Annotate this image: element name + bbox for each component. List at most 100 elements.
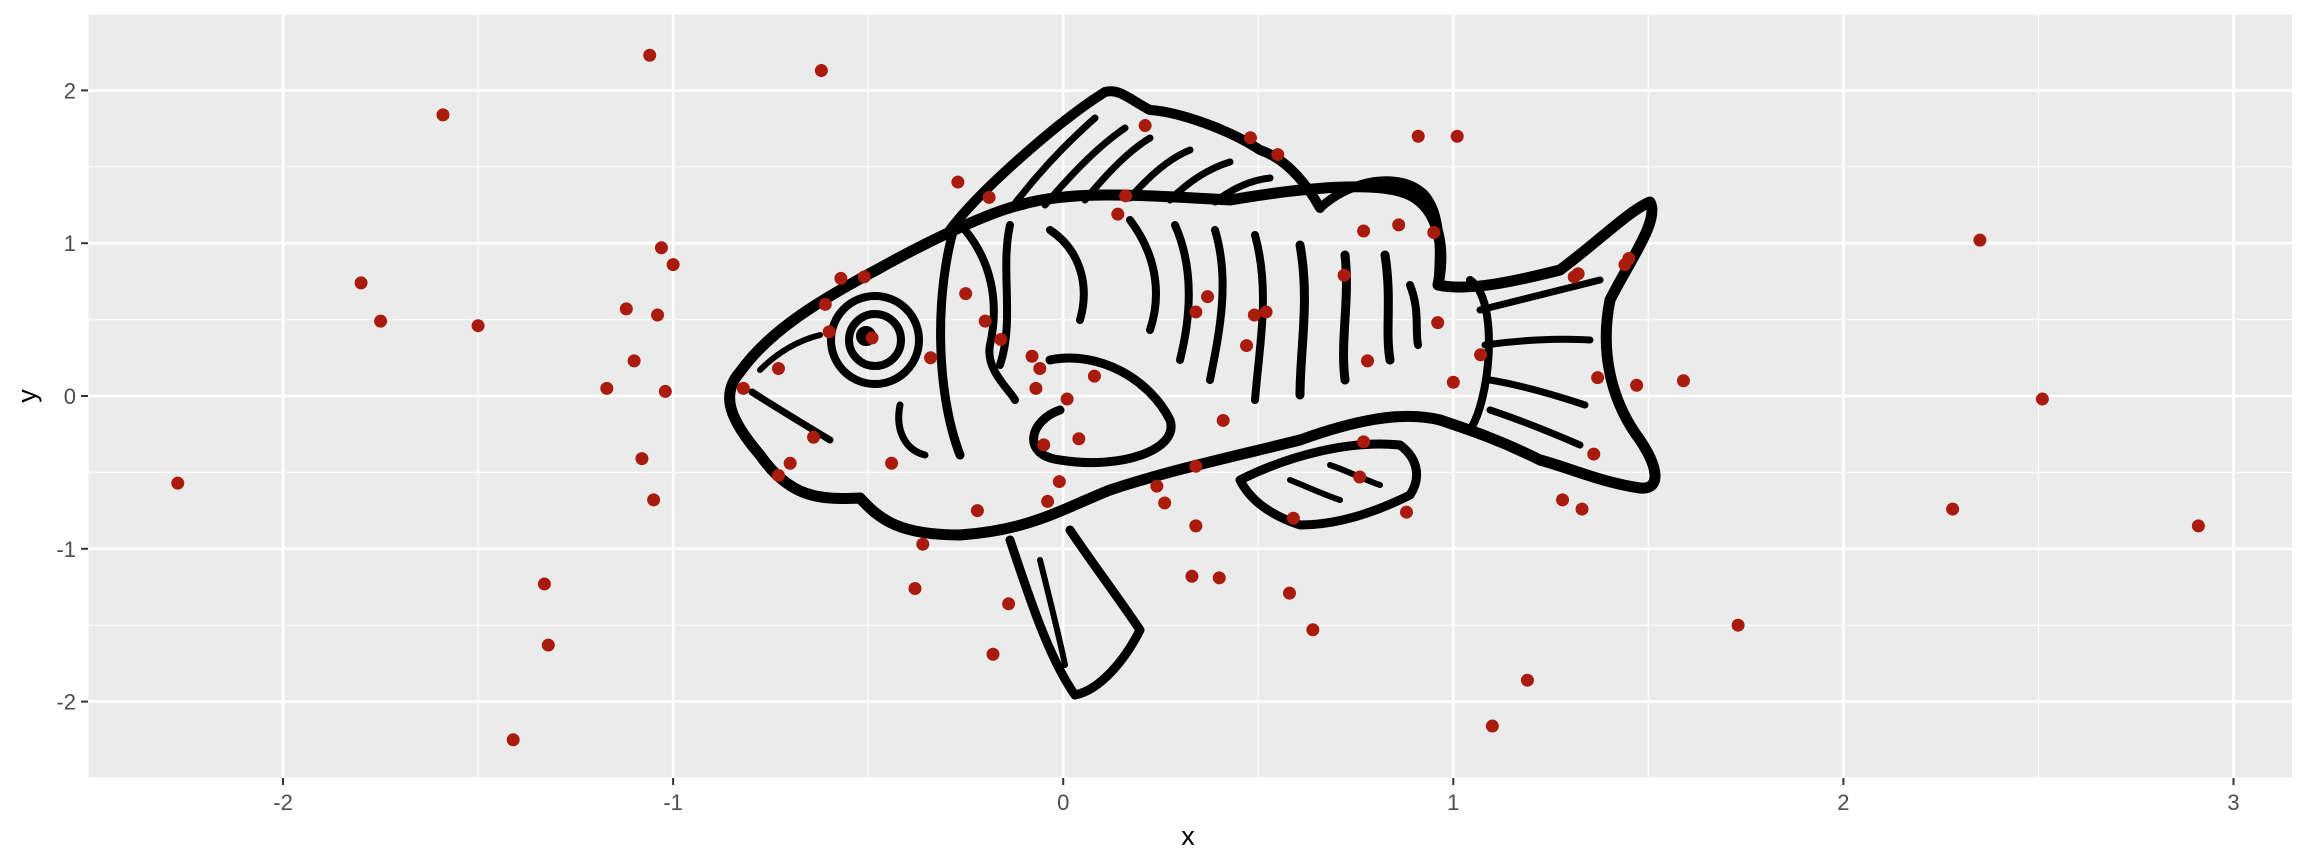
data-point (471, 319, 485, 333)
data-point (807, 430, 821, 444)
x-tick-label: 2 (1837, 790, 1849, 815)
data-point (1216, 413, 1230, 427)
data-point (1556, 493, 1570, 507)
data-point (619, 302, 633, 316)
y-tick-label: -2 (56, 690, 76, 715)
data-point (1158, 496, 1172, 510)
y-tick-label: 0 (64, 384, 76, 409)
data-point (436, 108, 450, 122)
data-point (1247, 308, 1261, 322)
data-point (1571, 267, 1585, 281)
x-tick-label: -2 (273, 790, 293, 815)
data-point (1431, 316, 1445, 330)
data-point (736, 381, 750, 395)
data-point (1240, 339, 1254, 353)
x-tick-label: -1 (663, 790, 683, 815)
data-point (1630, 378, 1644, 392)
data-point (1427, 226, 1441, 240)
data-point (1357, 224, 1371, 238)
data-point (834, 271, 848, 285)
data-point (1622, 251, 1636, 265)
y-axis-ticks: -2 -1 0 1 2 (56, 78, 88, 715)
data-point (654, 241, 668, 255)
data-point (541, 638, 555, 652)
data-point (1591, 371, 1605, 385)
fish-drawing (724, 86, 1661, 700)
data-point (643, 48, 657, 62)
data-point (1189, 305, 1203, 319)
data-point (1392, 218, 1406, 232)
data-point (951, 175, 965, 189)
data-point (1676, 374, 1690, 388)
data-point (1259, 305, 1273, 319)
x-tick-label: 0 (1057, 790, 1069, 815)
data-point (1587, 447, 1601, 461)
data-point (666, 258, 680, 272)
data-point (506, 733, 520, 747)
data-point (771, 361, 785, 375)
data-point (1286, 511, 1300, 525)
data-point (1450, 129, 1464, 143)
data-point (647, 493, 661, 507)
data-point (908, 582, 922, 596)
data-point (1111, 207, 1125, 221)
data-point (771, 468, 785, 482)
data-point (978, 314, 992, 328)
data-point (1337, 268, 1351, 282)
data-point (1072, 432, 1086, 446)
x-tick-label: 3 (2227, 790, 2239, 815)
data-point (959, 287, 973, 301)
data-point (1306, 623, 1320, 637)
data-point (814, 64, 828, 78)
data-point (1150, 479, 1164, 493)
data-point (2035, 392, 2049, 406)
data-point (1271, 148, 1285, 162)
data-point (924, 351, 938, 365)
data-point (1282, 586, 1296, 600)
data-point (354, 276, 368, 290)
data-point (1025, 349, 1039, 363)
data-point (651, 308, 665, 322)
x-axis-ticks: -2 -1 0 1 2 3 (273, 778, 2240, 815)
data-point (1353, 470, 1367, 484)
y-tick-label: 2 (64, 78, 76, 103)
data-point (1243, 131, 1257, 145)
data-point (1002, 597, 1016, 611)
data-point (2191, 519, 2205, 533)
data-point (1029, 381, 1043, 395)
data-point (171, 476, 185, 490)
data-point (1360, 354, 1374, 368)
data-point (1474, 348, 1488, 362)
data-point (1041, 494, 1055, 508)
data-point (537, 577, 551, 591)
data-point (1357, 435, 1371, 449)
y-axis-title: y (12, 389, 42, 403)
x-tick-label: 1 (1447, 790, 1459, 815)
data-point (1060, 392, 1074, 406)
data-point (783, 456, 797, 470)
x-axis-title: x (1181, 821, 1195, 851)
data-point (857, 270, 871, 284)
data-point (885, 456, 899, 470)
data-point (658, 384, 672, 398)
data-point (1485, 719, 1499, 733)
data-point (1033, 361, 1047, 375)
data-point (982, 190, 996, 204)
data-point (818, 297, 832, 311)
data-point (865, 331, 879, 345)
data-point (1087, 369, 1101, 383)
data-point (1189, 459, 1203, 473)
data-point (970, 504, 984, 518)
data-point (1520, 673, 1534, 687)
data-point (627, 354, 641, 368)
data-point (994, 332, 1008, 346)
data-point (1052, 475, 1066, 489)
data-point (1446, 375, 1460, 389)
y-tick-label: 1 (64, 231, 76, 256)
data-point (1201, 290, 1215, 304)
data-point (822, 325, 836, 339)
data-point (1946, 502, 1960, 516)
data-point (986, 647, 1000, 661)
data-point (1119, 189, 1133, 203)
